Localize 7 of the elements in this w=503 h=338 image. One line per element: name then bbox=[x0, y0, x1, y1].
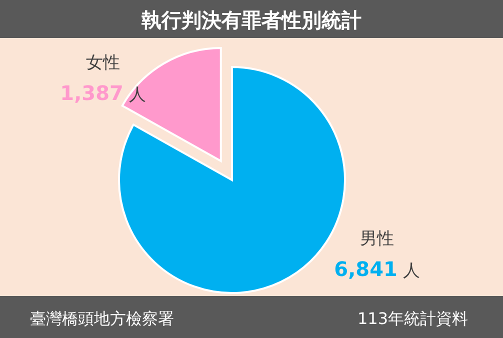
data-label: 1,387 人 bbox=[60, 81, 146, 105]
text: 113年統計資料 bbox=[357, 309, 468, 328]
text: 臺灣橋頭地方檢察署 bbox=[30, 309, 174, 328]
slice-label: 男性 bbox=[360, 229, 394, 249]
data-label: 6,841 人 bbox=[334, 257, 420, 281]
chart-title: 執行判決有罪者性別統計 bbox=[140, 8, 362, 32]
slice-label: 女性 bbox=[86, 53, 120, 73]
